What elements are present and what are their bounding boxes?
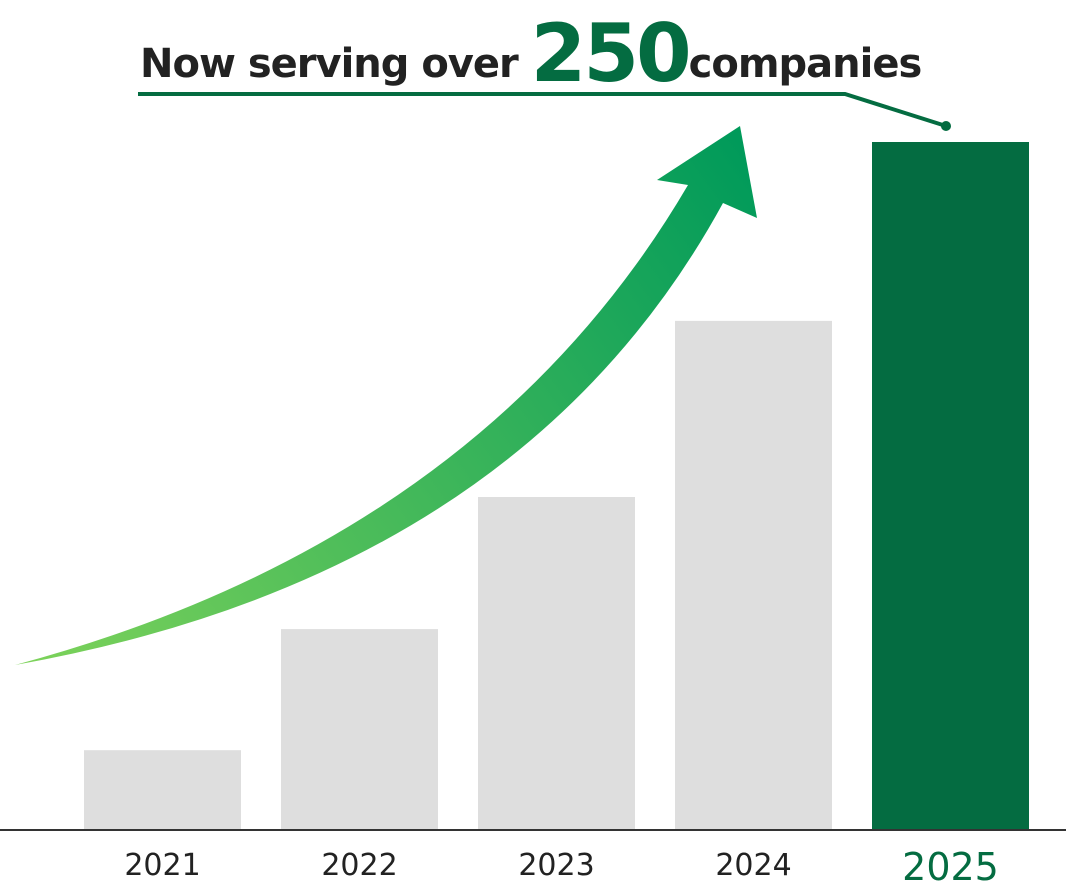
headline-suffix: companies [688,41,923,87]
bar-2025 [872,142,1029,830]
bar-2021 [84,750,241,830]
headline-number: 250 [530,7,692,100]
headline-prefix: Now serving over [140,41,519,87]
growth-arrow [15,126,757,665]
headline: Now serving over 250companies [140,14,923,94]
x-tick-label-2023: 2023 [518,848,594,883]
bar-2022 [281,629,438,830]
callout-dot [941,121,951,131]
bar-2024 [675,320,832,830]
x-tick-label-2024: 2024 [715,848,791,883]
x-tick-label-2025: 2025 [902,845,999,889]
x-tick-label-2022: 2022 [321,848,397,883]
x-tick-label-2021: 2021 [124,848,200,883]
bar-2023 [478,497,635,830]
callout-line [138,92,947,128]
